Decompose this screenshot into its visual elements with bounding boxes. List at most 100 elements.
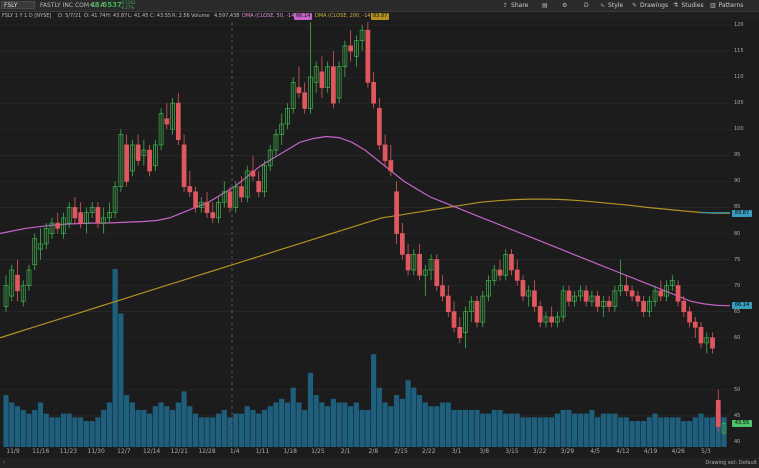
drawings-button[interactable]: ✎ Drawings [632, 1, 668, 10]
candle [32, 233, 38, 270]
candle [514, 259, 520, 286]
volume-bar [95, 417, 101, 447]
candle-body [256, 181, 262, 193]
candle [359, 25, 365, 52]
date-tick: 2/22 [422, 448, 436, 455]
studies-button[interactable]: ⚗ Studies [673, 1, 704, 10]
volume-bar [399, 398, 405, 447]
candle [520, 275, 526, 302]
volume-bar [55, 417, 61, 447]
candle [319, 56, 325, 98]
volume-bars [3, 269, 727, 447]
chart-header: FSLY 1 Y 1 D [NYSE] D: 5/7/21 O: 41.74 H… [0, 12, 759, 21]
candle-body [3, 285, 9, 307]
volume-bar [267, 406, 273, 447]
candle [371, 71, 376, 109]
price-chart[interactable] [0, 22, 730, 458]
date-tick: 1/18 [283, 448, 297, 455]
candle-body [15, 274, 20, 292]
patterns-button[interactable]: ▥ Patterns [710, 1, 743, 10]
style-label: Style [608, 2, 624, 9]
candle-body [601, 300, 606, 307]
candle-body [9, 269, 15, 297]
volume-bar [342, 402, 348, 447]
volume-bar [319, 402, 325, 447]
candle [474, 296, 480, 328]
candle [164, 103, 170, 130]
candle [239, 176, 244, 203]
candle-body [566, 290, 572, 302]
candle [417, 243, 422, 281]
candle [325, 61, 331, 93]
price-tick: 110 [734, 74, 744, 81]
date-tick: 2/15 [394, 448, 408, 455]
date-tick: 3/15 [505, 448, 519, 455]
candle [509, 249, 514, 276]
volume-bar [152, 406, 158, 447]
share-button[interactable]: ⇪ Share [503, 1, 528, 10]
candle [491, 264, 497, 286]
volume-bar [474, 409, 480, 447]
print-button[interactable]: ▤ [542, 1, 551, 10]
symbol-input[interactable]: FSLY [1, 1, 35, 9]
volume-bar [365, 409, 371, 447]
candle [675, 280, 681, 307]
candle-body [336, 66, 342, 99]
candle [503, 249, 509, 281]
candle-body [514, 269, 520, 281]
style-icon: ∿ [600, 2, 606, 9]
volume-bar [422, 402, 428, 447]
price-badge: 66.14 [732, 302, 752, 310]
candle-body [325, 66, 331, 88]
date-tick: 4/12 [616, 448, 630, 455]
period-button[interactable]: D [584, 1, 592, 10]
collapse-icon[interactable]: ‹ [2, 459, 6, 466]
candle [227, 186, 233, 213]
candle-body [658, 290, 664, 297]
drawing-set-label[interactable]: Drawing set: Default [705, 460, 757, 466]
price-change: -0.1163 -0.27% [120, 0, 135, 10]
volume-bar [623, 417, 629, 447]
candle-body [669, 280, 675, 286]
candle-body [411, 254, 417, 271]
volume-bar [698, 413, 704, 447]
candle-body [486, 280, 491, 297]
candle [267, 144, 273, 171]
candle [698, 322, 704, 349]
candle [124, 134, 129, 187]
candle [681, 296, 687, 317]
volume-bar [669, 417, 675, 447]
volume-bar [606, 413, 612, 447]
candle [273, 129, 279, 156]
date-tick: 12/21 [170, 448, 188, 455]
candle [532, 280, 537, 312]
candle-body [698, 326, 704, 344]
volume-bar [135, 409, 141, 447]
price-tick: 95 [734, 152, 741, 159]
candle [715, 389, 721, 432]
volume-bar [284, 402, 291, 447]
candle [692, 316, 698, 338]
candle [331, 51, 336, 109]
candle-body [279, 123, 285, 135]
candle-body [313, 66, 319, 83]
volume-bar [101, 409, 107, 447]
studies-label: Studies [681, 2, 704, 9]
price-tick: 115 [734, 48, 744, 55]
price-tick: 50 [734, 386, 741, 393]
candle-body [388, 160, 394, 172]
candle [256, 170, 262, 198]
volume-bar [600, 413, 606, 447]
price-tick: 105 [734, 100, 744, 107]
volume-bar [124, 395, 130, 447]
candle [669, 275, 675, 291]
volume-bar [359, 409, 365, 447]
candle-body [503, 254, 509, 276]
candle-body [457, 326, 463, 339]
volume-bar [439, 402, 446, 447]
style-button[interactable]: ∿ Style [600, 1, 623, 10]
volume-bar [411, 387, 417, 447]
date-tick: 3/29 [560, 448, 575, 455]
settings-button[interactable]: ⚙ [562, 1, 570, 10]
candle-body [687, 311, 692, 323]
